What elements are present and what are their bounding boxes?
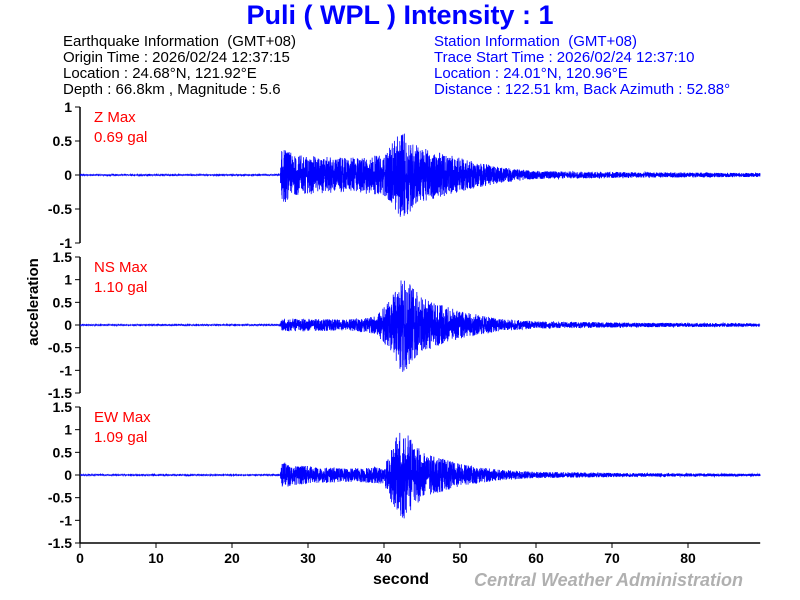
y-tick-label: 0 xyxy=(64,317,72,333)
y-tick-label: -0.5 xyxy=(48,340,72,356)
y-tick-label: 0.5 xyxy=(53,444,73,460)
y-tick-label: 0 xyxy=(64,467,72,483)
waveform-z xyxy=(79,133,761,217)
z-max-value: 0.69 gal xyxy=(94,129,147,146)
y-tick-label: 1.5 xyxy=(53,399,73,415)
y-tick-label: 1 xyxy=(64,272,72,288)
y-tick-label: 1 xyxy=(64,99,72,115)
x-tick-label: 10 xyxy=(148,550,164,566)
ew-max-value: 1.09 gal xyxy=(94,429,147,446)
ns-max-label: NS Max xyxy=(94,259,148,276)
y-tick-label: -0.5 xyxy=(48,201,72,217)
y-tick-label: -1.5 xyxy=(48,385,72,401)
y-tick-label: -1 xyxy=(60,235,73,251)
earthquake-info: Earthquake Information (GMT+08) Origin T… xyxy=(63,34,296,98)
y-tick-label: -0.5 xyxy=(48,490,72,506)
y-tick-label: 0.5 xyxy=(53,294,73,310)
y-tick-label: 1.5 xyxy=(53,249,73,265)
depth-magnitude: Depth : 66.8km , Magnitude : 5.6 xyxy=(63,81,281,98)
waveform-ns xyxy=(79,280,761,372)
station-heading: Station Information (GMT+08) xyxy=(434,33,637,50)
z-max-label: Z Max xyxy=(94,109,136,126)
y-tick-label: 0.5 xyxy=(53,133,73,149)
station-distance: Distance : 122.51 km, Back Azimuth : 52.… xyxy=(434,81,731,98)
x-axis-label: second xyxy=(373,571,430,588)
x-tick-label: 70 xyxy=(604,550,620,566)
credit-watermark: Central Weather Administration xyxy=(474,570,744,590)
y-tick-label: -1 xyxy=(60,362,73,378)
y-tick-label: 0 xyxy=(64,167,72,183)
x-tick-label: 0 xyxy=(76,550,84,566)
station-location: Location : 24.01°N, 120.96°E xyxy=(434,65,628,82)
y-axis-label: acceleration xyxy=(25,258,42,346)
x-tick-label: 30 xyxy=(300,550,316,566)
chart-title: Puli ( WPL ) Intensity : 1 xyxy=(246,0,554,30)
ns-max-value: 1.10 gal xyxy=(94,279,147,296)
epicenter-location: Location : 24.68°N, 121.92°E xyxy=(63,65,257,82)
y-tick-label: -1.5 xyxy=(48,535,72,551)
x-tick-label: 20 xyxy=(224,550,240,566)
x-tick-label: 80 xyxy=(680,550,696,566)
x-tick-label: 60 xyxy=(528,550,544,566)
earthquake-heading: Earthquake Information (GMT+08) xyxy=(63,33,297,50)
waveform-ew xyxy=(79,432,761,519)
x-tick-label: 50 xyxy=(452,550,468,566)
ew-max-label: EW Max xyxy=(94,409,151,426)
station-info: Station Information (GMT+08) Trace Start… xyxy=(434,34,730,98)
origin-time: Origin Time : 2026/02/24 12:37:15 xyxy=(63,49,290,66)
y-tick-label: -1 xyxy=(60,512,73,528)
trace-start-time: Trace Start Time : 2026/02/24 12:37:10 xyxy=(434,49,695,66)
y-tick-label: 1 xyxy=(64,422,72,438)
x-tick-label: 40 xyxy=(376,550,392,566)
